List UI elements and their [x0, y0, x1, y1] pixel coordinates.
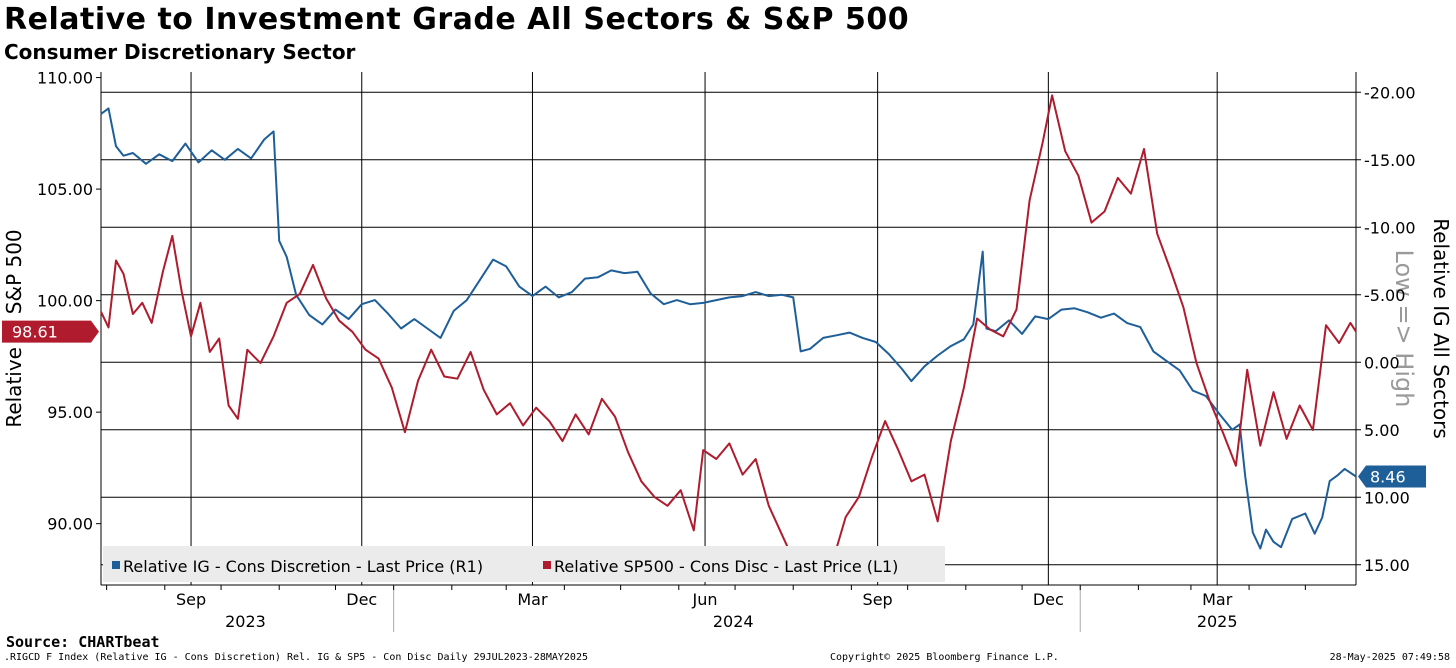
left-last-value-label: 98.61	[12, 323, 58, 342]
plot-frame	[100, 72, 1357, 632]
x-year-label: 2025	[1197, 612, 1238, 631]
left-tick-label: 95.00	[47, 403, 93, 422]
x-month-label: Sep	[176, 590, 206, 609]
series-line-relative-ig	[100, 107, 1357, 550]
footer-copyright: Copyright© 2025 Bloomberg Finance L.P.	[830, 652, 1059, 663]
source-note: Source: CHARTbeat	[6, 633, 160, 651]
annotation-low-high: Low => High	[1390, 250, 1418, 408]
legend-label-relative-ig: Relative IG - Cons Discretion - Last Pri…	[123, 557, 483, 576]
legend: Relative IG - Cons Discretion - Last Pri…	[103, 546, 945, 582]
x-month-label: Dec	[346, 590, 377, 609]
right-tick-label: -5.00	[1364, 286, 1405, 305]
right-tick-label: 0.00	[1364, 353, 1400, 372]
grid-lines	[101, 72, 1356, 585]
x-month-label: Mar	[1202, 590, 1233, 609]
x-month-label: Sep	[863, 590, 893, 609]
right-last-value-tag	[1358, 465, 1426, 488]
x-year-label: 2023	[225, 612, 266, 631]
x-month-label: Jun	[692, 590, 718, 609]
right-tick-label: -20.00	[1364, 83, 1416, 102]
x-month-label: Dec	[1033, 590, 1064, 609]
series-line-relative-sp500	[100, 94, 1357, 579]
footer-index-info: .RIGCD F Index (Relative IG - Cons Discr…	[4, 652, 588, 663]
series-group	[100, 94, 1357, 579]
legend-swatch-relative-sp500	[543, 561, 551, 569]
footer-timestamp: 28-May-2025 07:49:58	[1329, 652, 1450, 663]
legend-swatch-relative-ig	[112, 561, 120, 569]
left-tick-label: 90.00	[47, 515, 93, 534]
chart-subtitle: Consumer Discretionary Sector	[4, 40, 356, 64]
legend-label-relative-sp500: Relative SP500 - Cons Disc - Last Price …	[554, 557, 898, 576]
legend-background	[103, 546, 945, 582]
left-last-value-tag	[2, 320, 99, 343]
right-last-value-label: 8.46	[1370, 467, 1406, 486]
axes: 110.00 105.00 100.00 95.00 90.00 -20.00 -15.00…	[2, 69, 1453, 631]
left-tick-label: 100.00	[37, 292, 93, 311]
right-tick-label: -10.00	[1364, 218, 1416, 237]
chart-title: Relative to Investment Grade All Sectors…	[4, 2, 910, 37]
left-tick-label: 110.00	[37, 69, 93, 88]
right-tick-label: 5.00	[1364, 421, 1400, 440]
x-year-label: 2024	[713, 612, 754, 631]
annotation-group: Low => High	[1390, 250, 1418, 408]
right-axis-title: Relative IG All Sectors	[1429, 218, 1453, 439]
right-tick-label: 15.00	[1364, 556, 1410, 575]
left-tick-label: 105.00	[37, 180, 93, 199]
right-tick-label: -15.00	[1364, 151, 1416, 170]
x-month-label: Mar	[517, 590, 548, 609]
right-tick-label: 10.00	[1364, 488, 1410, 507]
